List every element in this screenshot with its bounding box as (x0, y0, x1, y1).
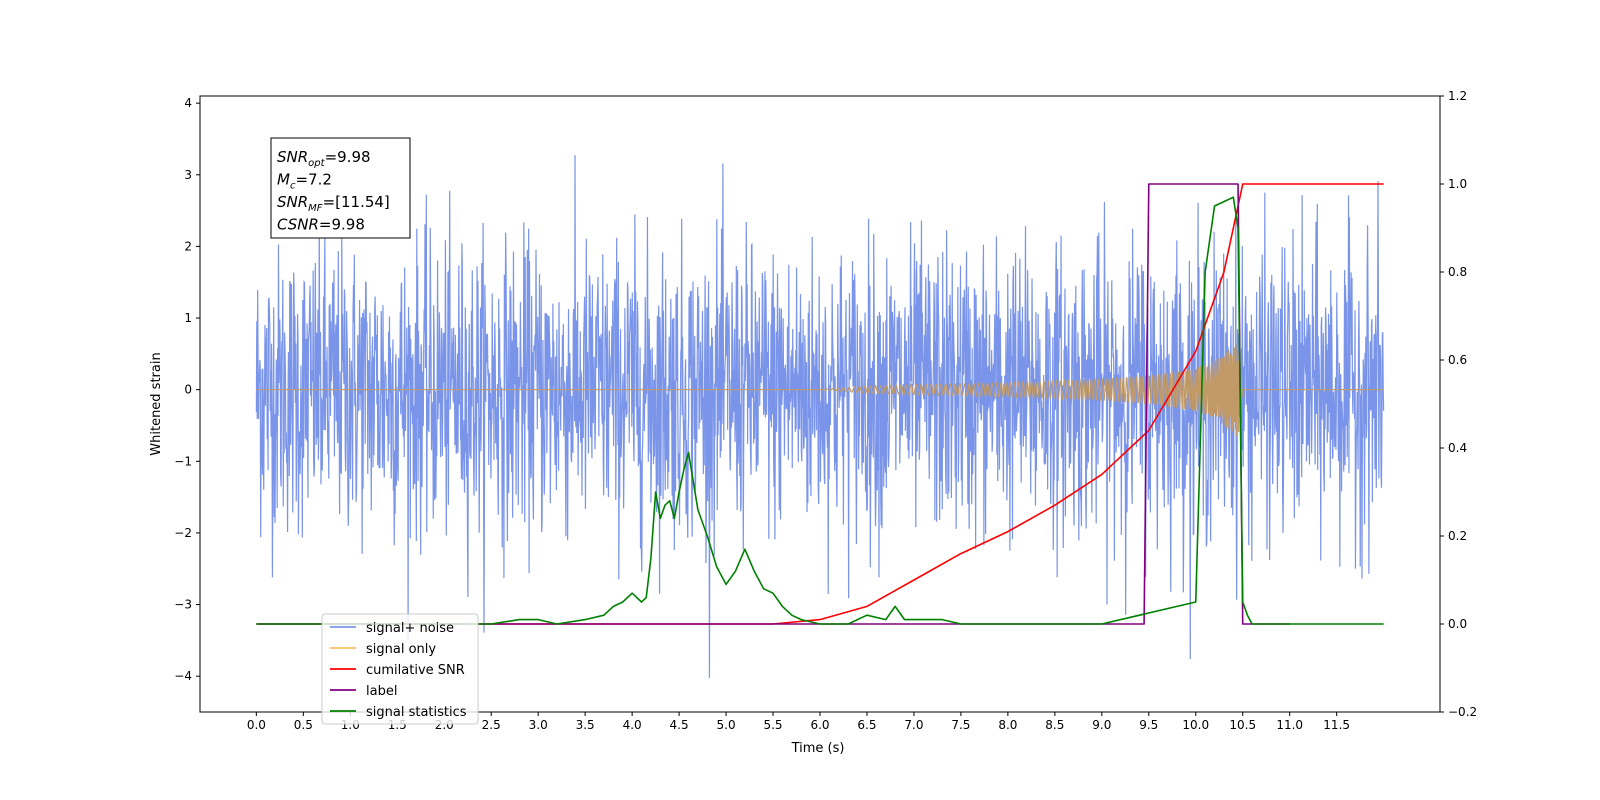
x-tick-label: 5.5 (763, 718, 782, 732)
x-tick-label: 3.0 (529, 718, 548, 732)
legend-label: cumilative SNR (366, 663, 465, 678)
legend-label: label (366, 684, 397, 699)
annotation-value: =9.98 (319, 216, 365, 234)
x-tick-label: 0.5 (294, 718, 313, 732)
x-tick-label: 8.5 (1045, 718, 1064, 732)
x-tick-label: 3.5 (576, 718, 595, 732)
y-left-tick-label: −4 (174, 669, 192, 683)
x-tick-label: 5.0 (717, 718, 736, 732)
annotation-subscript: c (290, 181, 296, 192)
x-tick-label: 6.0 (810, 718, 829, 732)
annotation-line: Mc=7.2 (277, 171, 332, 192)
series-signal-only (256, 344, 1384, 437)
y-left-tick-label: −1 (174, 454, 192, 468)
annotation-symbol: M (277, 171, 290, 189)
y-right-tick-label: 0.8 (1448, 265, 1467, 279)
annotation-line: CSNR=9.98 (277, 216, 365, 234)
x-tick-label: 8.0 (998, 718, 1017, 732)
annotation-symbol: CSNR (277, 216, 319, 234)
y-right-tick-label: 0.6 (1448, 353, 1467, 367)
legend-label: signal+ noise (366, 621, 454, 636)
y-axis-right: −0.2 0.0 0.2 0.4 0.6 0.8 1.0 1.2 (1440, 89, 1477, 719)
annotation-subscript: MF (308, 203, 323, 214)
y-right-tick-label: −0.2 (1448, 705, 1477, 719)
y-right-tick-label: 0.2 (1448, 529, 1467, 543)
y-left-tick-label: 4 (184, 96, 192, 110)
annotation-symbol: SNR (277, 193, 308, 211)
y-axis-label: Whitened strain (149, 352, 164, 455)
x-tick-label: 9.0 (1092, 718, 1111, 732)
plot-area (255, 155, 1385, 678)
y-left-tick-label: 0 (184, 383, 192, 397)
annotation-value: =7.2 (295, 171, 331, 189)
annotation-subscript: opt (308, 158, 325, 169)
y-right-tick-label: 1.2 (1448, 89, 1467, 103)
x-tick-label: 0.0 (247, 718, 266, 732)
annotation-line: SNRMF=[11.54] (277, 193, 390, 214)
y-right-tick-label: 0.0 (1448, 617, 1467, 631)
y-left-tick-label: −3 (174, 598, 192, 612)
legend-frame (321, 613, 479, 725)
legend: signal+ noise signal only cumilative SNR la… (321, 613, 479, 725)
x-tick-label: 10.5 (1229, 718, 1256, 732)
legend-label: signal statistics (366, 705, 467, 720)
y-axis-left: −4 −3 −2 −1 0 1 2 3 4 (174, 96, 200, 683)
legend-label: signal only (366, 642, 436, 657)
x-tick-label: 7.5 (951, 718, 970, 732)
y-left-tick-label: 3 (184, 168, 192, 182)
x-axis-label: Time (s) (791, 741, 845, 756)
y-right-tick-label: 0.4 (1448, 441, 1467, 455)
x-tick-label: 7.0 (904, 718, 923, 732)
x-tick-label: 4.5 (670, 718, 689, 732)
annotation-line: SNRopt=9.98 (277, 148, 371, 169)
series-cumulative-snr (256, 183, 1384, 625)
x-tick-label: 11.5 (1323, 718, 1350, 732)
x-tick-label: 9.5 (1139, 718, 1158, 732)
annotation-symbol: SNR (277, 148, 308, 166)
x-tick-label: 2.5 (482, 718, 501, 732)
x-tick-label: 11.0 (1276, 718, 1303, 732)
annotation-frame (270, 137, 411, 239)
series-signal-noise (255, 155, 1385, 678)
x-axis: 0.0 0.5 1.0 1.5 2.0 2.5 3.0 3.5 4.0 4.5 5.0 5.5 6.0 6… (247, 712, 1350, 732)
annotation-value: =[11.54] (323, 193, 390, 211)
y-left-tick-label: −2 (174, 526, 192, 540)
x-tick-label: 10.0 (1182, 718, 1209, 732)
annotation-value: =9.98 (325, 148, 371, 166)
y-left-tick-label: 2 (184, 239, 192, 253)
y-right-tick-label: 1.0 (1448, 177, 1467, 191)
x-tick-label: 6.5 (857, 718, 876, 732)
x-tick-label: 4.0 (623, 718, 642, 732)
y-left-tick-label: 1 (184, 311, 192, 325)
series-signal-statistics (256, 196, 1384, 625)
